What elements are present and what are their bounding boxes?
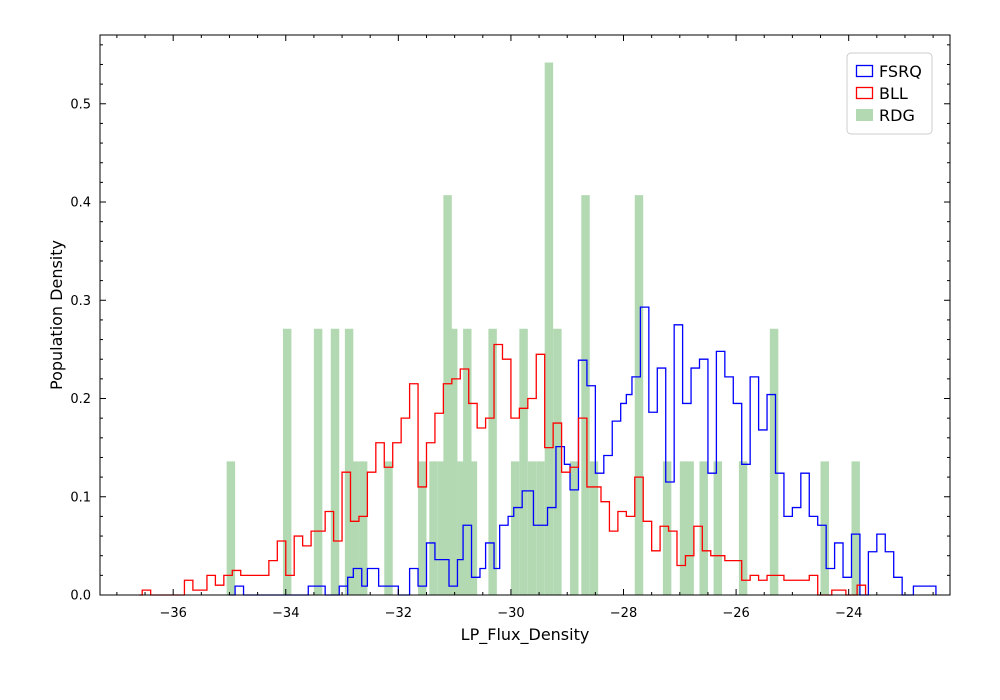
rdg-bar — [226, 461, 236, 595]
legend: FSRQ BLL RDG — [846, 52, 933, 135]
rdg-bar — [634, 195, 644, 595]
rdg-bar — [820, 461, 829, 595]
x-tick-label: −32 — [385, 606, 412, 621]
rdg-bar — [589, 461, 599, 595]
y-tick-label: 0.0 — [70, 589, 91, 604]
rdg-bar — [443, 195, 452, 595]
rdg-bar — [350, 461, 359, 595]
legend-swatch-fsrq — [855, 64, 874, 78]
rdg-bar — [437, 461, 447, 595]
series-lines — [139, 306, 937, 596]
rdg-bar — [679, 461, 689, 595]
rdg-bar — [851, 461, 860, 595]
x-tick-label: −34 — [272, 606, 299, 621]
rdg-bar — [699, 461, 708, 595]
rdg-bar — [553, 328, 562, 595]
y-tick-label: 0.3 — [70, 294, 91, 309]
rdg-bar — [344, 328, 354, 595]
x-tick-label: −36 — [159, 606, 186, 621]
rdg-bar — [570, 461, 579, 595]
rdg-bar — [738, 461, 748, 595]
rdg-bar — [536, 461, 545, 595]
rdg-bar — [282, 328, 292, 595]
y-axis-title: Population Density — [47, 240, 66, 390]
fsrq-step-line — [229, 306, 937, 596]
rdg-bar — [519, 328, 528, 595]
rdg-bar — [527, 461, 537, 595]
legend-swatch-bll — [855, 86, 874, 100]
axis-ticks: −36 −34 −32 −30 −28 −26 −24 0.0 0.1 0.2 0.3 0.4 0.5 — [70, 35, 950, 621]
x-tick-label: −24 — [835, 606, 862, 621]
rdg-bar — [488, 328, 497, 595]
rdg-bar — [429, 461, 438, 595]
x-tick-label: −28 — [610, 606, 637, 621]
legend-label-rdg: RDG — [879, 106, 915, 125]
bll-step-line — [139, 343, 867, 596]
rdg-bar — [463, 328, 472, 595]
rdg-bar — [449, 328, 458, 595]
rdg-bar — [418, 461, 427, 595]
y-tick-label: 0.1 — [70, 490, 91, 505]
rdg-bar — [713, 461, 723, 595]
rdg-bar — [544, 62, 554, 595]
rdg-bar — [384, 461, 393, 595]
legend-label-fsrq: FSRQ — [879, 62, 922, 81]
x-tick-label: −30 — [497, 606, 524, 621]
rdg-bar — [662, 461, 672, 595]
y-tick-label: 0.4 — [70, 196, 91, 211]
rdg-bar — [330, 328, 340, 595]
rdg-bar — [510, 461, 520, 595]
plot-frame — [99, 34, 951, 596]
legend-swatch-rdg — [856, 109, 873, 121]
y-tick-label: 0.2 — [70, 392, 91, 407]
legend-label-bll: BLL — [879, 84, 908, 103]
rdg-bar — [468, 461, 478, 595]
rdg-bar — [358, 461, 368, 595]
x-tick-label: −26 — [722, 606, 749, 621]
y-tick-label: 0.5 — [70, 97, 91, 112]
rdg-series-bars — [226, 62, 860, 595]
rdg-bar — [581, 195, 590, 595]
rdg-bar — [457, 461, 466, 595]
rdg-bar — [769, 328, 779, 595]
x-axis-title: LP_Flux_Density — [461, 625, 590, 645]
rdg-bar — [313, 328, 323, 595]
rdg-bar — [685, 461, 694, 595]
